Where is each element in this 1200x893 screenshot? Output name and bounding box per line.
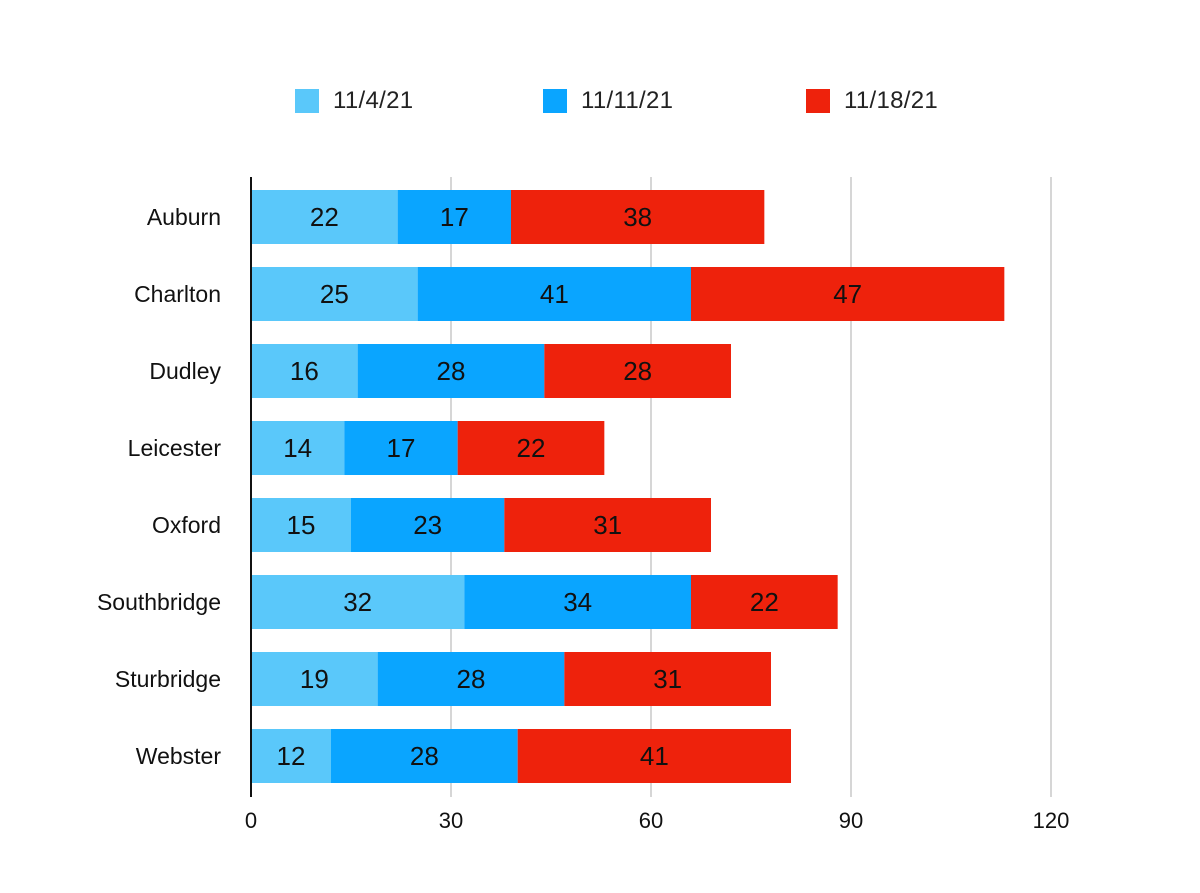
bar-webster-series-1 [251, 729, 331, 783]
bar-sturbridge-series-1 [251, 652, 378, 706]
bar-value-label: 17 [440, 202, 469, 232]
bar-auburn-series-2 [397, 190, 511, 244]
legend-item-series-1: 11/4/21 [295, 86, 413, 116]
bar-auburn-series-3 [511, 190, 765, 244]
bar-value-label: 47 [833, 279, 862, 309]
category-label-dudley: Dudley [149, 358, 221, 384]
legend-swatch-series-3 [806, 89, 830, 113]
x-tick-label: 120 [1033, 808, 1070, 833]
legend-item-series-2: 11/11/21 [543, 86, 673, 116]
bar-value-label: 28 [410, 741, 439, 771]
bar-value-label: 34 [563, 587, 592, 617]
bar-southbridge-series-3 [691, 575, 838, 629]
bar-value-label: 22 [517, 433, 546, 463]
bar-value-label: 19 [300, 664, 329, 694]
legend-item-series-3: 11/18/21 [806, 86, 938, 116]
x-tick-label: 30 [439, 808, 463, 833]
bar-value-label: 28 [437, 356, 466, 386]
bar-value-label: 41 [540, 279, 569, 309]
bar-value-label: 22 [310, 202, 339, 232]
bar-value-label: 14 [283, 433, 312, 463]
category-label-auburn: Auburn [147, 204, 221, 230]
bar-charlton-series-2 [417, 267, 691, 321]
bar-value-label: 38 [623, 202, 652, 232]
bar-sturbridge-series-2 [377, 652, 565, 706]
bar-oxford-series-3 [504, 498, 711, 552]
bar-value-label: 31 [653, 664, 682, 694]
bar-auburn-series-1 [251, 190, 398, 244]
legend-swatch-series-1 [295, 89, 319, 113]
bar-oxford-series-1 [251, 498, 351, 552]
bar-webster-series-3 [517, 729, 791, 783]
bar-oxford-series-2 [351, 498, 505, 552]
category-label-leicester: Leicester [128, 435, 222, 461]
bar-value-label: 17 [387, 433, 416, 463]
x-tick-label: 0 [245, 808, 257, 833]
legend-label-series-2: 11/11/21 [581, 87, 674, 114]
x-tick-label: 60 [639, 808, 663, 833]
bar-value-label: 12 [277, 741, 306, 771]
bar-value-label: 28 [457, 664, 486, 694]
bar-value-label: 22 [750, 587, 779, 617]
bar-value-label: 28 [623, 356, 652, 386]
category-label-webster: Webster [136, 743, 222, 769]
legend: 11/4/21 11/11/21 11/18/21 [0, 86, 1200, 116]
category-label-charlton: Charlton [134, 281, 221, 307]
bar-leicester-series-1 [251, 421, 345, 475]
category-label-oxford: Oxford [152, 512, 221, 538]
bar-value-label: 31 [593, 510, 622, 540]
legend-label-series-3: 11/18/21 [844, 87, 939, 114]
bar-webster-series-2 [331, 729, 518, 783]
bar-value-label: 32 [343, 587, 372, 617]
category-label-southbridge: Southbridge [97, 589, 221, 615]
bar-leicester-series-3 [457, 421, 605, 475]
bar-value-label: 41 [640, 741, 669, 771]
legend-label-series-1: 11/4/21 [333, 87, 414, 114]
bar-value-label: 16 [290, 356, 319, 386]
bar-value-label: 23 [413, 510, 442, 540]
bar-dudley-series-2 [357, 344, 545, 398]
category-label-sturbridge: Sturbridge [115, 666, 221, 692]
bar-dudley-series-3 [544, 344, 731, 398]
bar-leicester-series-2 [344, 421, 458, 475]
bar-sturbridge-series-3 [564, 652, 771, 706]
bar-southbridge-series-1 [251, 575, 465, 629]
x-tick-label: 90 [839, 808, 863, 833]
bar-value-label: 25 [320, 279, 349, 309]
axes: 0 30 60 90 120 Auburn Charlton Dudley Leicester O… [97, 177, 1069, 833]
bars: 22 17 38 25 41 47 16 28 28 14 17 22 15 23 31 32 34 22 19 28… [251, 190, 1005, 783]
bar-value-label: 15 [287, 510, 316, 540]
bar-charlton-series-3 [691, 267, 1005, 321]
bar-charlton-series-1 [251, 267, 418, 321]
bar-dudley-series-1 [251, 344, 358, 398]
legend-swatch-series-2 [543, 89, 567, 113]
bar-southbridge-series-2 [464, 575, 691, 629]
